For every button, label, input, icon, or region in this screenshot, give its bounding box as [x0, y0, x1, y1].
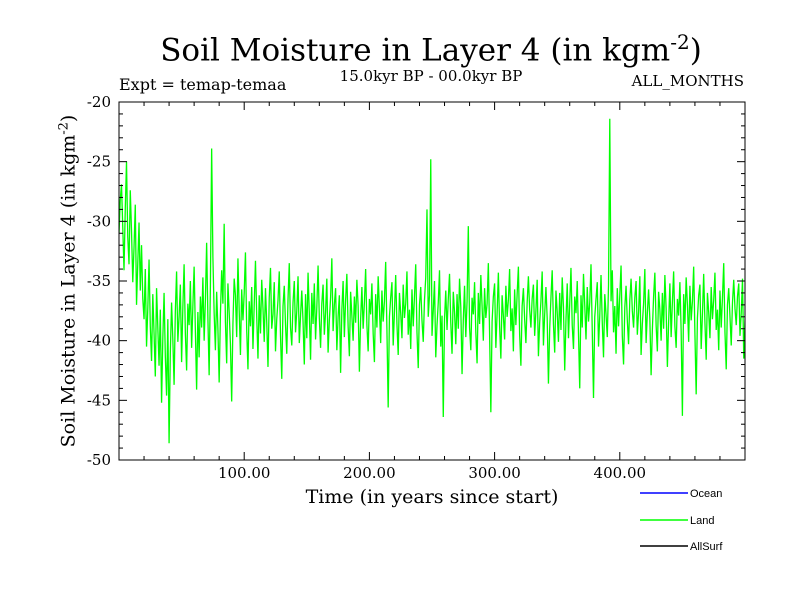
- y-tick-label: -25: [87, 153, 111, 171]
- x-tick-label: 200.00: [343, 464, 396, 482]
- chart-title-text: Soil Moisture in Layer 4 (in kgm: [160, 32, 671, 69]
- series-line-land: [119, 118, 745, 444]
- chart-title-close: ): [689, 32, 702, 69]
- x-tick-label: 300.00: [468, 464, 521, 482]
- x-axis-label: Time (in years since start): [305, 486, 559, 508]
- legend-label-ocean: Ocean: [690, 488, 722, 500]
- x-tick-label: 400.00: [594, 464, 647, 482]
- axes: 100.00 200.00 300.00 400.00 -20 -25 -30 -35 -40 -…: [87, 93, 746, 482]
- x-tick-label: 100.00: [218, 464, 271, 482]
- experiment-label: Expt = temap-temaa: [119, 75, 287, 94]
- y-tick-label: -45: [87, 391, 111, 409]
- y-tick-label: -35: [87, 272, 111, 290]
- period-label: ALL_MONTHS: [631, 72, 744, 90]
- plot-area: [119, 118, 745, 444]
- y-tick-label: -40: [87, 332, 111, 350]
- legend: Ocean Land AllSurf: [640, 488, 723, 553]
- legend-label-land: Land: [690, 515, 714, 527]
- y-tick-label: -20: [87, 93, 111, 111]
- y-tick-label: -30: [87, 212, 111, 230]
- chart-title: Soil Moisture in Layer 4 (in kgm-2): [0, 30, 800, 68]
- chart-title-superscript: -2: [670, 30, 690, 54]
- y-tick-label: -50: [87, 451, 111, 469]
- chart-subtitle: 15.0kyr BP - 00.0kyr BP: [339, 67, 523, 85]
- legend-label-allsurf: AllSurf: [690, 541, 723, 553]
